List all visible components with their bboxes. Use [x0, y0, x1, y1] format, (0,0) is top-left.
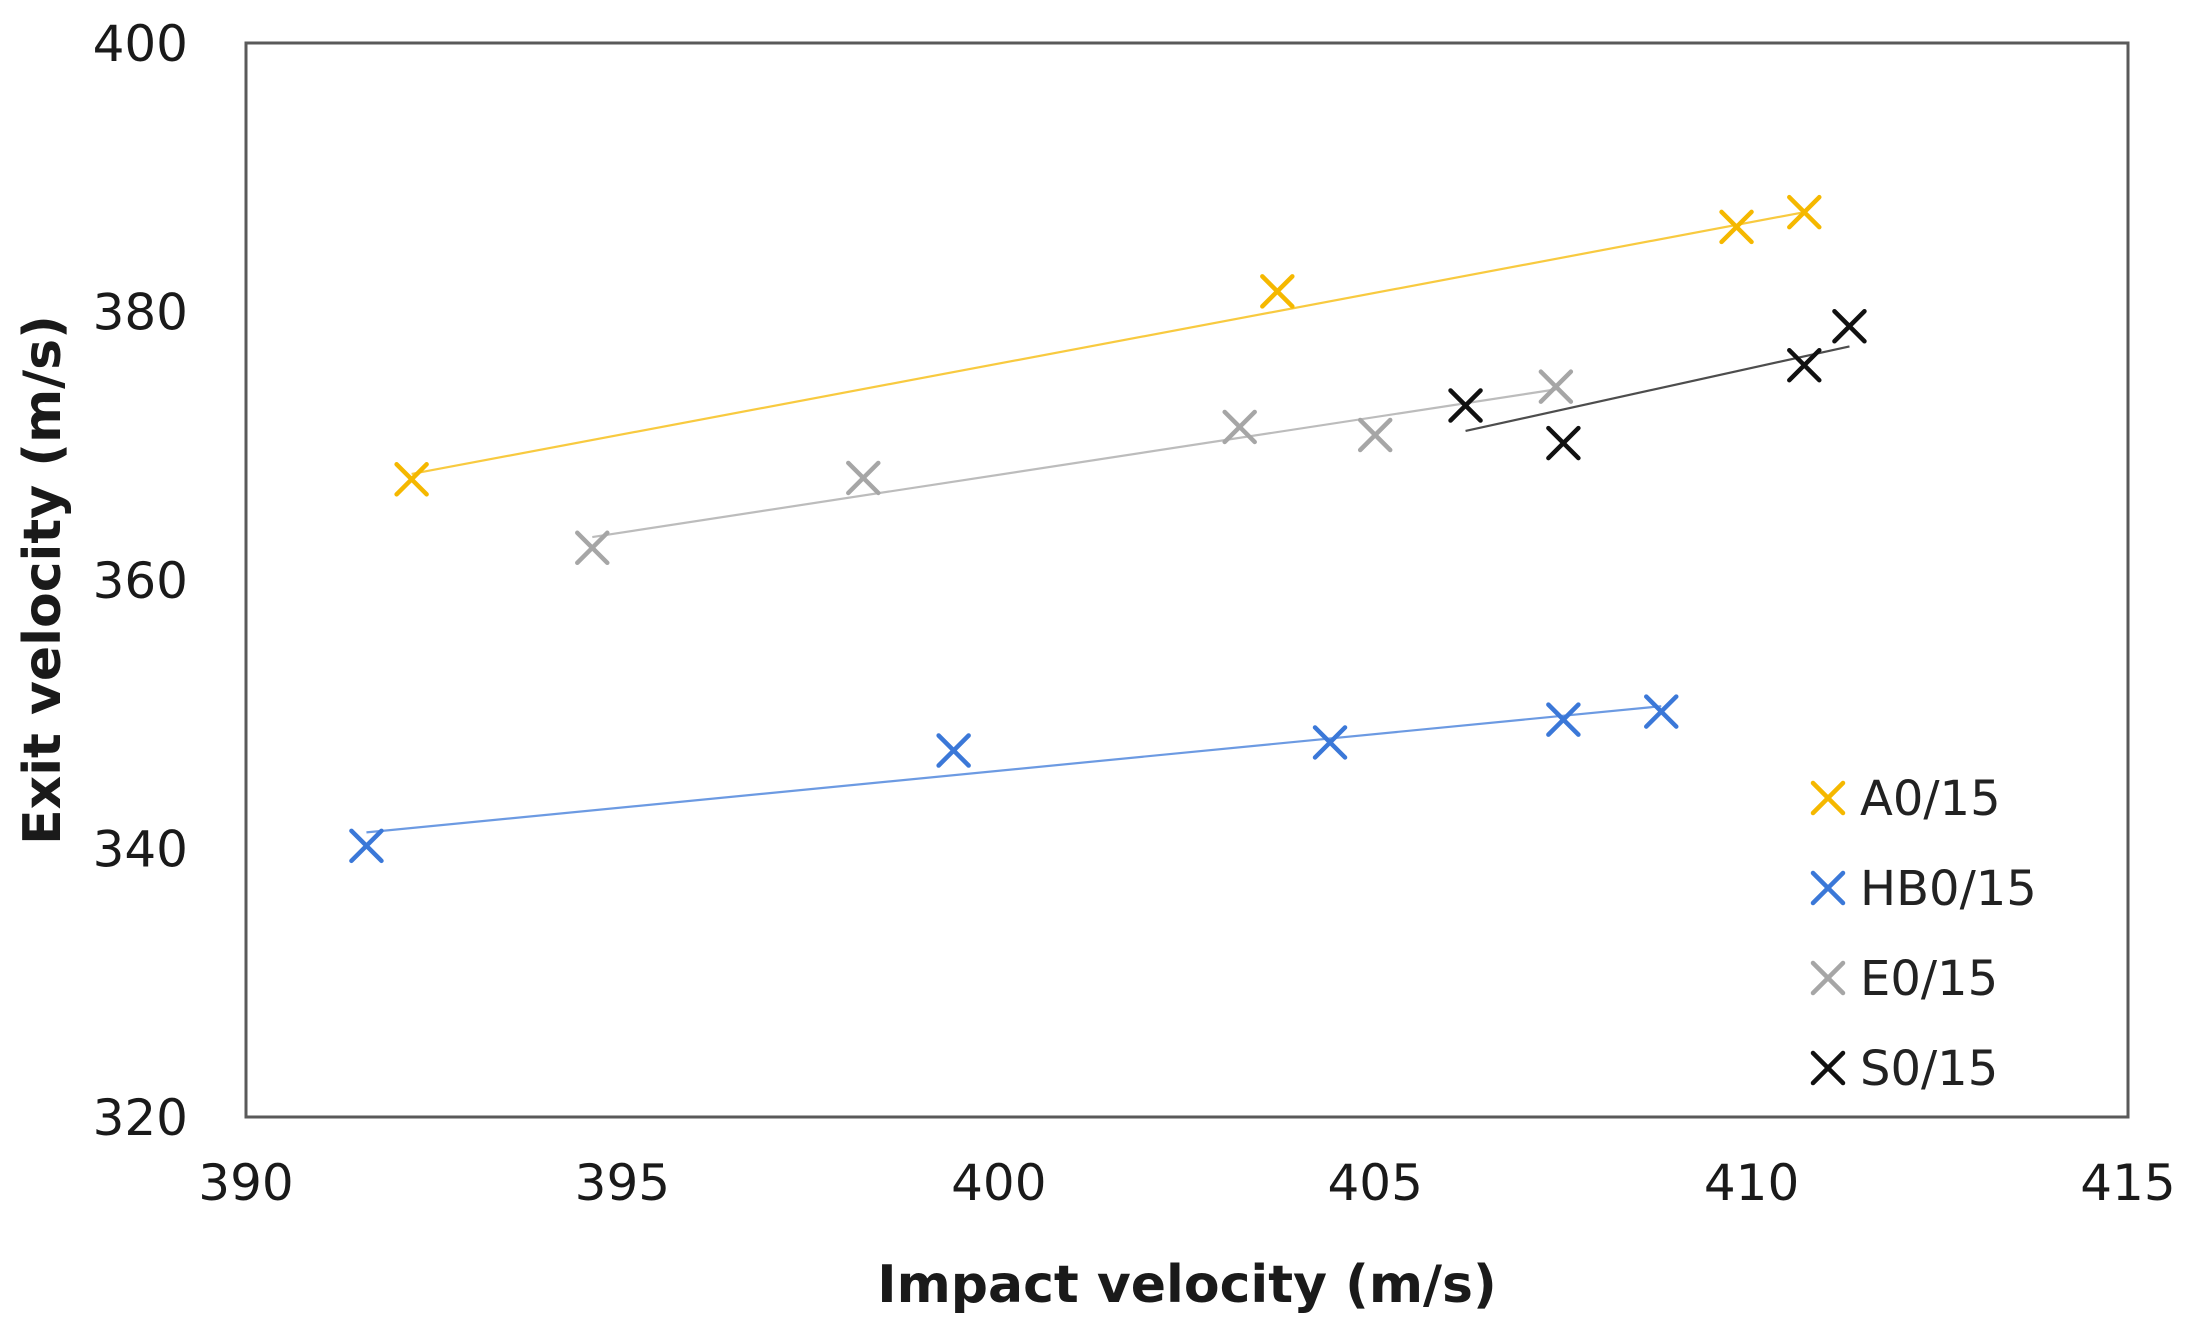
- data-point-s0-15: [1448, 388, 1483, 423]
- y-tick-label: 340: [93, 821, 188, 879]
- data-point-hb0-15: [1644, 694, 1679, 729]
- data-point-e0-15: [1538, 369, 1574, 404]
- legend-item: E0/15: [1810, 951, 1998, 1007]
- data-point-s0-15: [1832, 309, 1867, 344]
- legend-marker-icon: [1810, 960, 1846, 996]
- x-tick-label: 400: [951, 1154, 1046, 1212]
- trendline-hb0-15: [366, 705, 1662, 834]
- data-markers: [349, 194, 1867, 864]
- data-point-e0-15: [575, 530, 610, 566]
- data-point-hb0-15: [349, 828, 384, 864]
- data-point-hb0-15: [1312, 725, 1348, 760]
- y-tick-label: 360: [93, 552, 188, 610]
- legend-label: S0/15: [1860, 1041, 1998, 1097]
- data-point-hb0-15: [936, 733, 971, 768]
- data-point-e0-15: [1357, 417, 1393, 453]
- y-tick-label: 320: [93, 1089, 188, 1147]
- data-point-s0-15: [1546, 425, 1581, 461]
- x-axis-tick-labels: 390 395 400 405 410 415: [198, 1154, 2175, 1212]
- legend-label: HB0/15: [1860, 861, 2037, 917]
- data-point-e0-15: [1222, 409, 1257, 445]
- x-tick-label: 395: [575, 1154, 670, 1212]
- data-point-a0-15: [394, 462, 429, 497]
- data-point-a0-15: [1719, 209, 1754, 245]
- legend-marker-icon: [1810, 1050, 1846, 1086]
- trendline-s0-15: [1465, 345, 1850, 433]
- legend-label: A0/15: [1860, 771, 2001, 827]
- trendline-e0-15: [592, 388, 1557, 539]
- y-axis-title: Exit velocity (m/s): [13, 315, 73, 845]
- data-point-s0-15: [1787, 347, 1822, 383]
- legend-item: S0/15: [1810, 1041, 1998, 1097]
- x-tick-label: 405: [1327, 1154, 1422, 1212]
- legend: A0/15 HB0/15 E0/15 S0/15: [1810, 771, 2037, 1097]
- x-tick-label: 410: [1704, 1154, 1799, 1212]
- x-tick-label: 415: [2080, 1154, 2175, 1212]
- plot-area: [244, 41, 2130, 1119]
- legend-label: E0/15: [1860, 951, 1998, 1007]
- legend-item: HB0/15: [1810, 861, 2037, 917]
- y-tick-label: 400: [93, 15, 188, 73]
- data-point-a0-15: [1787, 194, 1822, 230]
- data-point-a0-15: [1260, 274, 1295, 309]
- data-point-e0-15: [846, 460, 881, 496]
- x-axis-title: Impact velocity (m/s): [877, 1255, 1497, 1315]
- legend-marker-icon: [1810, 780, 1846, 816]
- legend-item: A0/15: [1810, 771, 2001, 827]
- y-axis-tick-labels: 320 340 360 380 400: [93, 15, 188, 1147]
- trendlines: [366, 211, 1850, 834]
- legend-marker-icon: [1810, 870, 1846, 906]
- y-tick-label: 380: [93, 284, 188, 342]
- x-tick-label: 390: [198, 1154, 293, 1212]
- trendline-a0-15: [411, 211, 1805, 476]
- data-point-hb0-15: [1546, 702, 1581, 737]
